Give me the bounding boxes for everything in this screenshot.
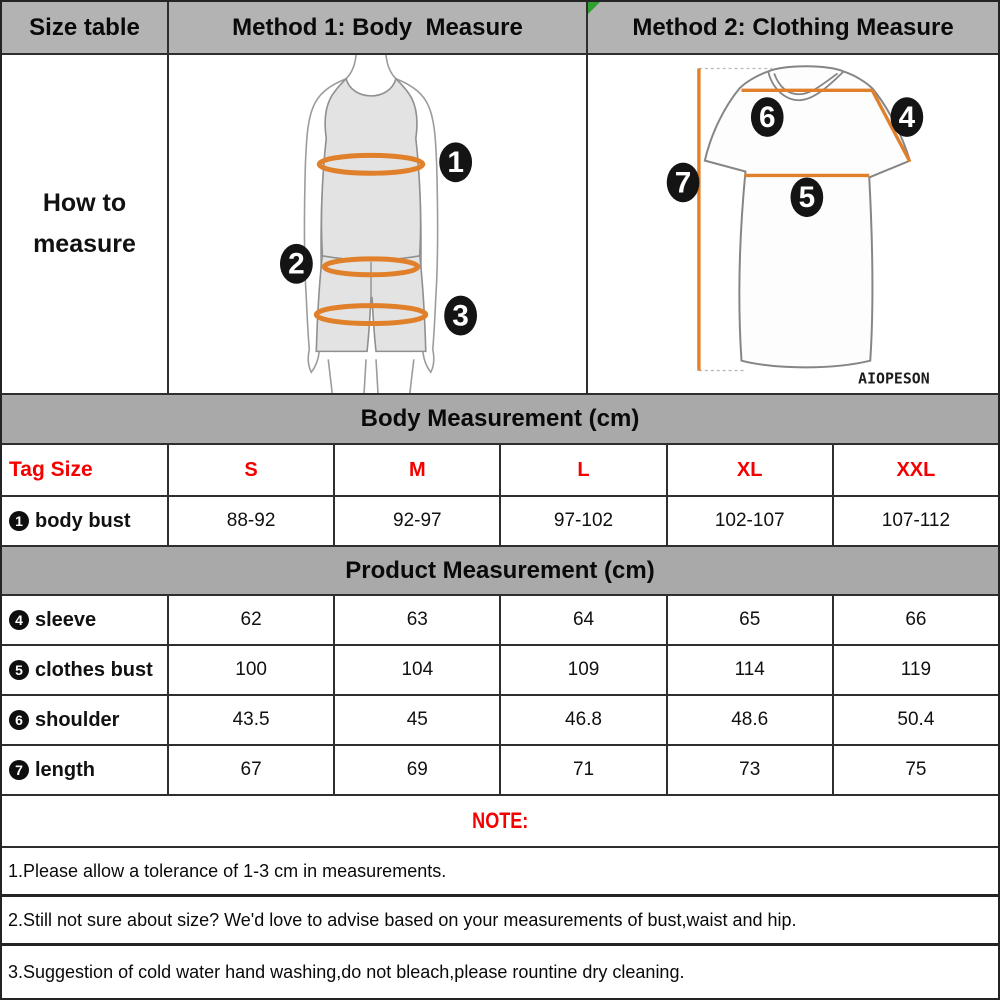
table-row-body-bust: 1 body bust 88-92 92-97 97-102 102-107 1…	[2, 497, 998, 547]
sleeve-l: 64	[499, 596, 665, 644]
body-markers: 1 2 3	[279, 142, 478, 336]
marker-7: 7	[675, 166, 692, 199]
shoulder-m: 45	[333, 696, 499, 744]
length-xl: 73	[665, 746, 832, 794]
circled-1-icon: 1	[9, 511, 29, 531]
note-line-1: 1.Please allow a tolerance of 1-3 cm in …	[2, 848, 998, 897]
circled-7-icon: 7	[9, 760, 29, 780]
how-to-measure-row: How to measure	[2, 55, 998, 395]
table-row-length: 7 length 67 69 71 73 75	[2, 746, 998, 796]
clothes-bust-xxl: 119	[831, 646, 998, 694]
size-col-xxl: XXL	[831, 445, 998, 495]
body-measure-diagram: 1 2 3	[167, 55, 586, 393]
body-bust-xl: 102-107	[665, 497, 832, 545]
shoulder-label: shoulder	[35, 708, 120, 731]
size-col-xl: XL	[665, 445, 832, 495]
marker-2: 2	[288, 248, 305, 281]
method2-label: Method 2: Clothing Measure	[632, 13, 954, 41]
marker-5: 5	[799, 181, 816, 214]
method2-header: Method 2: Clothing Measure	[586, 2, 998, 53]
marker-1: 1	[447, 146, 464, 179]
sleeve-s: 62	[167, 596, 333, 644]
clothes-bust-s: 100	[167, 646, 333, 694]
length-label: length	[35, 758, 95, 781]
shoulder-xl: 48.6	[665, 696, 832, 744]
note-line-2: 2.Still not sure about size? We'd love t…	[2, 897, 998, 946]
body-bust-l: 97-102	[499, 497, 665, 545]
row-label-length: 7 length	[2, 746, 167, 794]
method1-header: Method 1: Body Measure	[167, 2, 586, 53]
how-to-measure-label: How to measure	[33, 188, 136, 258]
row-label-body-bust: 1 body bust	[2, 497, 167, 545]
body-measurement-title-label: Body Measurement (cm)	[360, 405, 640, 432]
size-header-row: Tag Size S M L XL XXL	[2, 445, 998, 497]
marker-4: 4	[899, 101, 916, 134]
length-m: 69	[333, 746, 499, 794]
size-table-header: Size table	[2, 2, 167, 53]
note-line-3: 3.Suggestion of cold water hand washing,…	[2, 946, 998, 998]
length-s: 67	[167, 746, 333, 794]
shoulder-s: 43.5	[167, 696, 333, 744]
row-label-clothes-bust: 5 clothes bust	[2, 646, 167, 694]
marker-3: 3	[452, 300, 469, 333]
tshirt-illustration: 6 4 5 7 AIOPESON	[666, 65, 930, 387]
body-bust-m: 92-97	[333, 497, 499, 545]
shoulder-l: 46.8	[499, 696, 665, 744]
shoulder-xxl: 50.4	[831, 696, 998, 744]
size-table-label: Size table	[29, 13, 140, 41]
table-row-shoulder: 6 shoulder 43.5 45 46.8 48.6 50.4	[2, 696, 998, 746]
length-l: 71	[499, 746, 665, 794]
body-measurement-title: Body Measurement (cm)	[2, 395, 998, 445]
circled-4-icon: 4	[9, 610, 29, 630]
table-row-sleeve: 4 sleeve 62 63 64 65 66	[2, 596, 998, 646]
sleeve-label: sleeve	[35, 608, 97, 631]
product-measurement-title-label: Product Measurement (cm)	[345, 556, 655, 584]
brand-label: AIOPESON	[858, 369, 930, 387]
sleeve-m: 63	[333, 596, 499, 644]
sleeve-xl: 65	[665, 596, 832, 644]
note-2-text: 2.Still not sure about size? We'd love t…	[8, 909, 797, 930]
size-col-m: M	[333, 445, 499, 495]
circled-5-icon: 5	[9, 660, 29, 680]
tag-size-header: Tag Size	[9, 458, 93, 481]
product-measurement-title: Product Measurement (cm)	[2, 547, 998, 596]
body-bust-label: body bust	[35, 509, 131, 532]
row-label-shoulder: 6 shoulder	[2, 696, 167, 744]
clothes-bust-m: 104	[333, 646, 499, 694]
note-title-row: NOTE:	[2, 796, 998, 848]
clothes-bust-label: clothes bust	[35, 658, 153, 681]
body-bust-xxl: 107-112	[831, 497, 998, 545]
clothes-bust-l: 109	[499, 646, 665, 694]
clothing-markers: 6 4 5 7	[666, 97, 924, 218]
size-col-s: S	[167, 445, 333, 495]
clothing-measure-diagram: 6 4 5 7 AIOPESON	[586, 55, 998, 393]
row-label-sleeve: 4 sleeve	[2, 596, 167, 644]
top-header-row: Size table Method 1: Body Measure Method…	[2, 2, 998, 55]
size-col-l: L	[499, 445, 665, 495]
body-bust-s: 88-92	[167, 497, 333, 545]
length-xxl: 75	[831, 746, 998, 794]
cell-comment-marker-icon	[588, 2, 600, 14]
circled-6-icon: 6	[9, 710, 29, 730]
sleeve-xxl: 66	[831, 596, 998, 644]
table-row-clothes-bust: 5 clothes bust 100 104 109 114 119	[2, 646, 998, 696]
method1-label: Method 1: Body Measure	[232, 13, 523, 41]
clothes-bust-xl: 114	[665, 646, 832, 694]
note-title-label: NOTE:	[471, 808, 529, 833]
marker-6: 6	[759, 101, 776, 134]
note-3-text: 3.Suggestion of cold water hand washing,…	[8, 961, 685, 982]
note-1-text: 1.Please allow a tolerance of 1-3 cm in …	[8, 860, 447, 881]
body-figure-illustration: 1 2 3	[279, 55, 478, 393]
